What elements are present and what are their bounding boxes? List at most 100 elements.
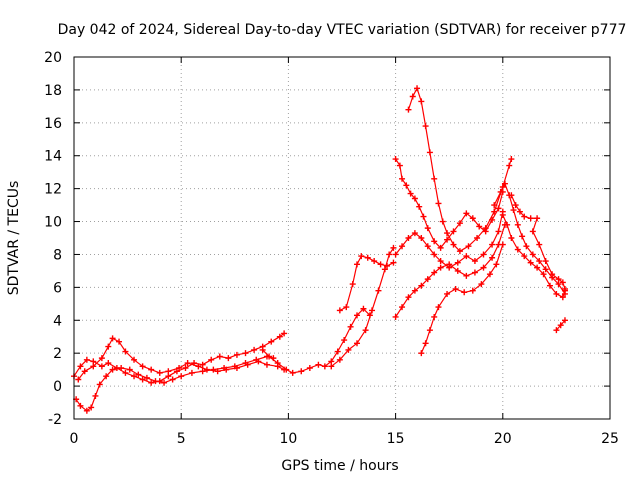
grid bbox=[74, 57, 610, 419]
data-point bbox=[139, 363, 146, 370]
data-point bbox=[557, 322, 564, 329]
data-point bbox=[561, 317, 568, 324]
data-point bbox=[519, 233, 526, 240]
data-point bbox=[499, 211, 506, 218]
data-point bbox=[529, 228, 536, 235]
data-point bbox=[431, 313, 438, 320]
data-point bbox=[381, 266, 388, 273]
data-point bbox=[431, 238, 438, 245]
data-point bbox=[208, 356, 215, 363]
data-point bbox=[83, 356, 90, 363]
data-point bbox=[471, 269, 478, 276]
data-point bbox=[561, 286, 568, 293]
data-point bbox=[126, 366, 133, 373]
data-point bbox=[482, 225, 489, 232]
data-point bbox=[529, 251, 536, 258]
data-point bbox=[390, 244, 397, 251]
data-point bbox=[411, 287, 418, 294]
data-point bbox=[495, 228, 502, 235]
data-point bbox=[465, 243, 472, 250]
data-point bbox=[131, 356, 138, 363]
data-point bbox=[534, 264, 541, 271]
data-point bbox=[103, 373, 110, 380]
data-point bbox=[546, 282, 553, 289]
data-point bbox=[516, 208, 523, 215]
data-point bbox=[81, 368, 88, 375]
axes: 0 5 10 15 20 25 -2 0 2 4 6 8 10 12 14 16 18 20 bbox=[44, 50, 619, 447]
y-tick-label: 6 bbox=[53, 280, 62, 296]
series-layer bbox=[71, 85, 568, 414]
series-track-12 bbox=[491, 180, 568, 297]
data-point bbox=[263, 361, 270, 368]
data-point bbox=[242, 350, 249, 357]
data-point bbox=[424, 276, 431, 283]
data-point bbox=[523, 243, 530, 250]
series-line bbox=[339, 255, 395, 311]
data-point bbox=[143, 374, 150, 381]
data-point bbox=[476, 223, 483, 230]
data-point bbox=[354, 261, 361, 268]
data-point bbox=[444, 230, 451, 237]
data-point bbox=[508, 192, 515, 199]
series-track-14 bbox=[508, 192, 568, 293]
data-point bbox=[521, 213, 528, 220]
series-track-3 bbox=[75, 335, 288, 383]
data-point bbox=[542, 258, 549, 265]
data-point bbox=[139, 376, 146, 383]
data-point bbox=[377, 261, 384, 268]
data-point bbox=[334, 348, 341, 355]
data-point bbox=[336, 356, 343, 363]
data-point bbox=[444, 290, 451, 297]
plot-frame bbox=[73, 56, 611, 420]
data-point bbox=[497, 188, 504, 195]
x-tick-label: 5 bbox=[177, 431, 186, 447]
data-point bbox=[75, 376, 82, 383]
data-point bbox=[446, 261, 453, 268]
data-point bbox=[411, 230, 418, 237]
y-tick-label: 8 bbox=[53, 247, 62, 263]
data-point bbox=[435, 304, 442, 311]
data-point bbox=[493, 261, 500, 268]
data-point bbox=[527, 259, 534, 266]
data-point bbox=[105, 343, 112, 350]
data-point bbox=[199, 368, 206, 375]
data-point bbox=[536, 241, 543, 248]
data-point bbox=[83, 407, 90, 414]
data-point bbox=[259, 346, 266, 353]
data-point bbox=[88, 404, 95, 411]
data-point bbox=[510, 207, 517, 214]
data-point bbox=[109, 335, 116, 342]
x-tick-label: 20 bbox=[494, 431, 512, 447]
series-line bbox=[262, 308, 371, 374]
data-point bbox=[90, 363, 97, 370]
y-tick-label: 20 bbox=[44, 50, 62, 66]
series-track-11 bbox=[418, 241, 506, 357]
data-point bbox=[131, 373, 138, 380]
data-point bbox=[450, 241, 457, 248]
data-point bbox=[534, 215, 541, 222]
data-point bbox=[328, 363, 335, 370]
data-point bbox=[426, 149, 433, 156]
data-point bbox=[354, 340, 361, 347]
data-point bbox=[116, 338, 123, 345]
data-point bbox=[521, 253, 528, 260]
data-point bbox=[122, 369, 129, 376]
data-point bbox=[178, 373, 185, 380]
data-point bbox=[418, 98, 425, 105]
data-point bbox=[474, 235, 481, 241]
data-point bbox=[437, 244, 444, 251]
data-point bbox=[471, 258, 478, 265]
series-line bbox=[395, 224, 506, 318]
data-point bbox=[349, 281, 356, 288]
data-point bbox=[399, 243, 406, 250]
data-point bbox=[435, 200, 442, 207]
data-point bbox=[199, 361, 206, 368]
x-tick-label: 25 bbox=[601, 431, 619, 447]
data-point bbox=[184, 360, 191, 367]
data-point bbox=[96, 381, 103, 388]
data-point bbox=[233, 351, 240, 358]
data-point bbox=[431, 175, 438, 182]
data-point bbox=[489, 254, 496, 261]
y-tick-label: 10 bbox=[44, 215, 62, 231]
